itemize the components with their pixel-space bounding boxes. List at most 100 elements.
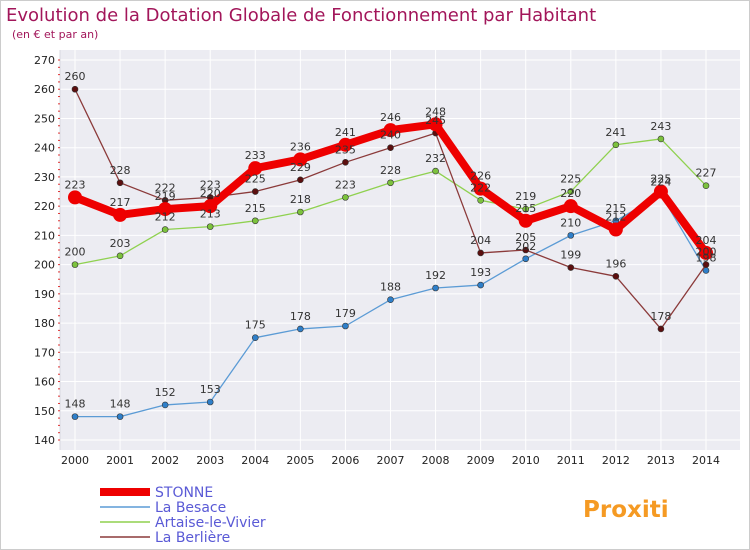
data-point	[522, 246, 530, 254]
data-point	[206, 398, 214, 406]
legend-label: La Besace	[155, 500, 226, 516]
data-label: 215	[605, 202, 626, 215]
data-point	[477, 281, 484, 289]
data-point	[297, 176, 304, 184]
data-label: 192	[425, 269, 446, 282]
y-tick-label: 150	[34, 405, 55, 418]
data-point	[293, 152, 308, 167]
data-label: 222	[470, 181, 491, 194]
data-label: 228	[110, 164, 131, 177]
y-tick-label: 250	[34, 112, 55, 125]
y-tick-label: 260	[34, 83, 55, 96]
y-tick-label: 240	[34, 142, 55, 155]
data-label: 260	[65, 70, 86, 83]
legend-label: Artaise-le-Vivier	[155, 515, 266, 531]
data-point	[248, 161, 263, 176]
chart-title: Evolution de la Dotation Globale de Fonc…	[6, 5, 596, 26]
legend-label: La Berlière	[155, 530, 230, 546]
data-point	[203, 199, 218, 214]
data-point	[699, 245, 713, 260]
data-label: 193	[470, 266, 491, 279]
x-tick-label: 2007	[377, 454, 405, 467]
data-label: 153	[200, 383, 221, 396]
y-tick-label: 160	[34, 376, 55, 389]
data-label: 229	[290, 161, 311, 174]
data-point	[522, 205, 530, 213]
data-point	[387, 144, 394, 151]
data-point	[608, 222, 623, 237]
data-point	[432, 284, 439, 292]
data-label: 148	[110, 398, 131, 411]
x-tick-label: 2001	[106, 454, 134, 467]
data-label: 226	[470, 170, 491, 183]
logo-text: Proxiti	[583, 497, 669, 523]
data-point	[387, 296, 394, 303]
data-label: 236	[290, 140, 311, 153]
data-point	[563, 199, 578, 214]
data-label: 219	[155, 190, 176, 203]
data-point	[473, 181, 488, 196]
data-point	[653, 184, 668, 199]
data-label: 198	[696, 251, 717, 264]
y-tick-label: 180	[34, 317, 55, 330]
x-tick-label: 2006	[331, 454, 359, 467]
data-point	[342, 159, 349, 166]
data-point	[567, 232, 575, 239]
data-label: 213	[200, 208, 221, 221]
data-point	[657, 135, 665, 143]
data-point	[71, 85, 79, 93]
x-tick-label: 2005	[286, 454, 314, 467]
data-point	[251, 188, 259, 195]
data-label: 243	[650, 120, 671, 133]
data-label: 220	[560, 187, 581, 200]
data-label: 205	[515, 231, 536, 244]
data-point	[297, 208, 304, 216]
data-point	[522, 255, 530, 263]
data-point	[612, 141, 620, 149]
plot-area	[60, 50, 740, 450]
data-label: 200	[696, 246, 717, 259]
data-label: 204	[696, 234, 717, 247]
data-label: 218	[290, 193, 311, 206]
data-label: 241	[605, 126, 626, 139]
data-label: 175	[245, 319, 266, 332]
data-label: 223	[65, 178, 86, 191]
data-label: 222	[155, 181, 176, 194]
data-label: 220	[200, 187, 221, 200]
data-point	[116, 252, 124, 260]
y-tick-label: 210	[34, 229, 55, 242]
x-tick-label: 2010	[512, 454, 540, 467]
data-label: 225	[245, 173, 266, 186]
data-label: 199	[560, 249, 581, 262]
data-point	[612, 273, 620, 280]
x-tick-label: 2012	[602, 454, 630, 467]
y-tick-label: 270	[34, 54, 55, 67]
axes: 140 150 160 170 180 190 200 210 220 230 240 250 260 2…	[34, 50, 720, 467]
data-point	[338, 137, 353, 152]
data-point	[251, 334, 259, 341]
data-point	[161, 401, 169, 409]
data-label: 225	[650, 173, 671, 186]
x-tick-label: 2009	[467, 454, 495, 467]
data-label: 233	[245, 149, 266, 162]
data-point	[342, 322, 349, 330]
data-point	[387, 179, 394, 187]
data-point	[116, 179, 124, 187]
y-tick-label: 200	[34, 259, 55, 272]
data-label: 196	[605, 257, 626, 270]
data-label: 246	[380, 111, 401, 124]
data-label: 179	[335, 307, 356, 320]
data-point	[71, 261, 79, 268]
data-label: 248	[425, 105, 446, 118]
x-tick-label: 2008	[422, 454, 450, 467]
data-label: 245	[425, 114, 446, 127]
data-point	[702, 261, 710, 268]
data-label: 235	[335, 143, 356, 156]
x-tick-label: 2004	[241, 454, 269, 467]
data-point	[383, 123, 398, 138]
data-point	[161, 226, 169, 233]
